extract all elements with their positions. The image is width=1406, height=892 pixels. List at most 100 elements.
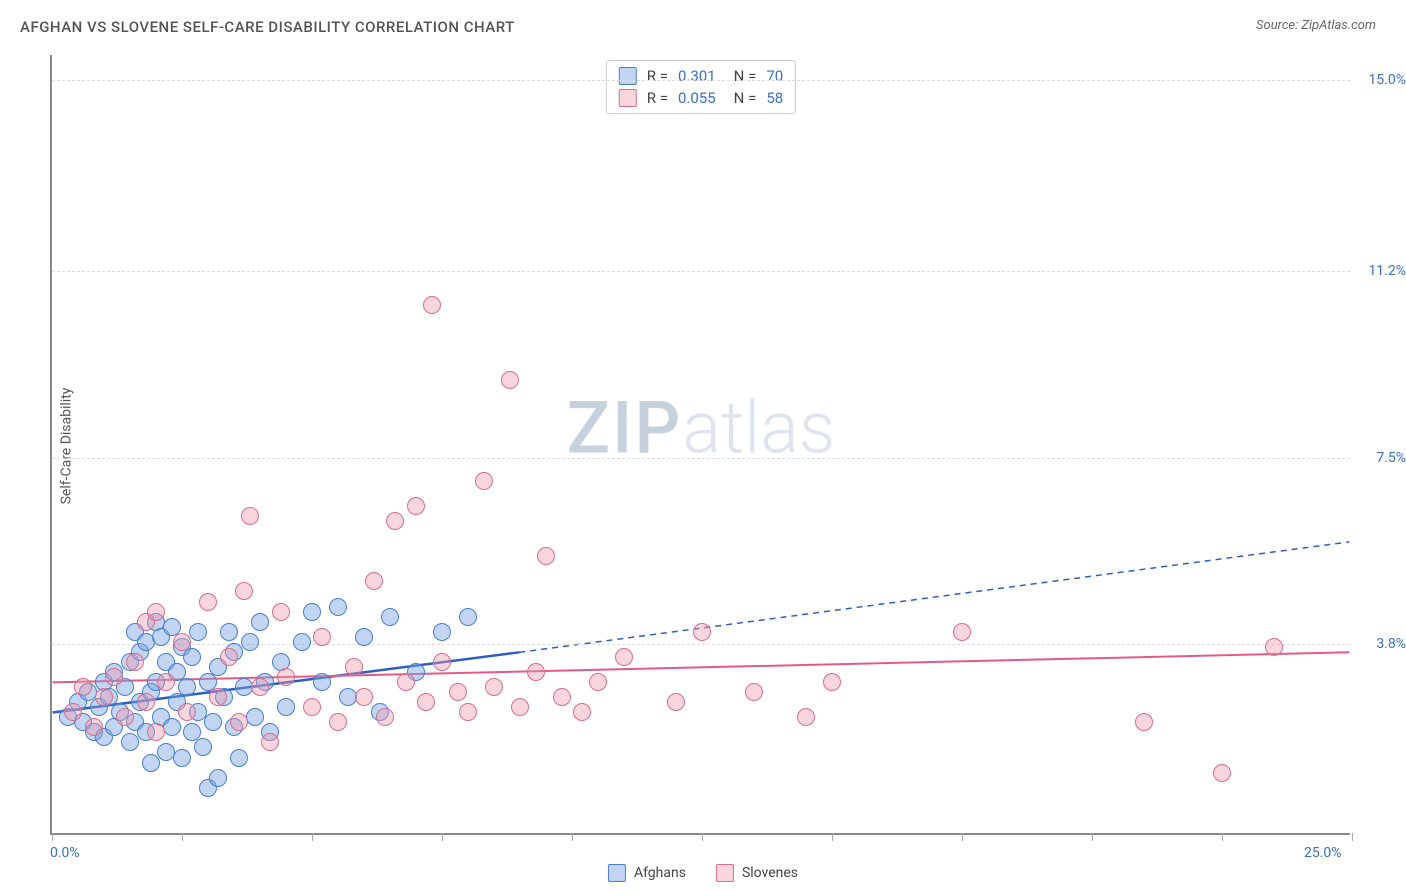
y-tick-label: 15.0% bbox=[1368, 72, 1406, 88]
data-point bbox=[355, 688, 373, 706]
data-point bbox=[293, 633, 311, 651]
x-tick bbox=[52, 833, 53, 841]
y-tick-label: 3.8% bbox=[1376, 636, 1406, 652]
data-point bbox=[313, 628, 331, 646]
x-tick bbox=[1222, 833, 1223, 841]
x-tick bbox=[312, 833, 313, 841]
data-point bbox=[313, 673, 331, 691]
data-point bbox=[511, 698, 529, 716]
data-point bbox=[74, 678, 92, 696]
gridline bbox=[52, 458, 1350, 459]
x-tick bbox=[702, 833, 703, 841]
legend-row: R = 0.055 N = 58 bbox=[619, 87, 783, 109]
x-axis-end-label: 25.0% bbox=[1304, 845, 1342, 861]
data-point bbox=[573, 703, 591, 721]
data-point bbox=[381, 608, 399, 626]
legend-r-label: R = bbox=[647, 89, 668, 107]
x-tick bbox=[1092, 833, 1093, 841]
x-tick bbox=[1352, 833, 1353, 841]
data-point bbox=[345, 658, 363, 676]
data-point bbox=[209, 688, 227, 706]
data-point bbox=[589, 673, 607, 691]
data-point bbox=[246, 708, 264, 726]
data-point bbox=[449, 683, 467, 701]
data-point bbox=[105, 668, 123, 686]
data-point bbox=[116, 708, 134, 726]
data-point bbox=[142, 754, 160, 772]
legend-n-label: N = bbox=[734, 89, 757, 107]
data-point bbox=[251, 613, 269, 631]
data-point bbox=[241, 633, 259, 651]
bottom-legend-item: Afghans bbox=[608, 864, 686, 882]
data-point bbox=[329, 598, 347, 616]
gridline bbox=[52, 80, 1350, 81]
source-attribution: Source: ZipAtlas.com bbox=[1256, 18, 1376, 33]
data-point bbox=[230, 749, 248, 767]
data-point bbox=[433, 623, 451, 641]
data-point bbox=[693, 623, 711, 641]
data-point bbox=[220, 648, 238, 666]
data-point bbox=[745, 683, 763, 701]
legend-n-value: 70 bbox=[766, 67, 783, 85]
data-point bbox=[189, 623, 207, 641]
legend-r-value: 0.301 bbox=[678, 67, 716, 85]
bottom-legend-label: Afghans bbox=[634, 865, 686, 881]
data-point bbox=[64, 703, 82, 721]
data-point bbox=[501, 371, 519, 389]
data-point bbox=[615, 648, 633, 666]
legend-swatch bbox=[619, 89, 637, 107]
data-point bbox=[423, 296, 441, 314]
bottom-legend-item: Slovenes bbox=[716, 864, 798, 882]
data-point bbox=[163, 718, 181, 736]
y-tick-label: 11.2% bbox=[1368, 263, 1406, 279]
x-tick bbox=[832, 833, 833, 841]
gridline bbox=[52, 271, 1350, 272]
data-point bbox=[527, 663, 545, 681]
data-point bbox=[121, 733, 139, 751]
data-point bbox=[417, 693, 435, 711]
data-point bbox=[147, 723, 165, 741]
data-point bbox=[277, 698, 295, 716]
data-point bbox=[953, 623, 971, 641]
x-tick bbox=[572, 833, 573, 841]
data-point bbox=[220, 623, 238, 641]
x-tick bbox=[182, 833, 183, 841]
legend-n-value: 58 bbox=[766, 89, 783, 107]
data-point bbox=[147, 603, 165, 621]
data-point bbox=[251, 678, 269, 696]
data-point bbox=[126, 653, 144, 671]
legend-swatch bbox=[716, 864, 734, 882]
x-tick bbox=[962, 833, 963, 841]
data-point bbox=[475, 472, 493, 490]
data-point bbox=[667, 693, 685, 711]
data-point bbox=[95, 688, 113, 706]
data-point bbox=[272, 603, 290, 621]
x-axis-start-label: 0.0% bbox=[50, 845, 80, 861]
data-point bbox=[178, 703, 196, 721]
data-point bbox=[407, 497, 425, 515]
data-point bbox=[1265, 638, 1283, 656]
bottom-legend-label: Slovenes bbox=[742, 865, 798, 881]
data-point bbox=[157, 673, 175, 691]
data-point bbox=[303, 603, 321, 621]
legend-swatch bbox=[619, 67, 637, 85]
data-point bbox=[433, 653, 451, 671]
data-point bbox=[230, 713, 248, 731]
data-point bbox=[376, 708, 394, 726]
data-point bbox=[485, 678, 503, 696]
data-point bbox=[137, 693, 155, 711]
data-point bbox=[329, 713, 347, 731]
data-point bbox=[1213, 764, 1231, 782]
data-point bbox=[459, 703, 477, 721]
data-point bbox=[85, 718, 103, 736]
data-point bbox=[823, 673, 841, 691]
legend-r-value: 0.055 bbox=[678, 89, 716, 107]
legend-swatch bbox=[608, 864, 626, 882]
data-point bbox=[199, 593, 217, 611]
correlation-legend: R =0.301N =70 R = 0.055 N = 58 bbox=[606, 60, 796, 114]
series-legend: Afghans Slovenes bbox=[608, 864, 798, 882]
data-point bbox=[797, 708, 815, 726]
data-point bbox=[386, 512, 404, 530]
chart-title: AFGHAN VS SLOVENE SELF-CARE DISABILITY C… bbox=[20, 18, 515, 36]
legend-row: R =0.301N =70 bbox=[619, 65, 783, 87]
